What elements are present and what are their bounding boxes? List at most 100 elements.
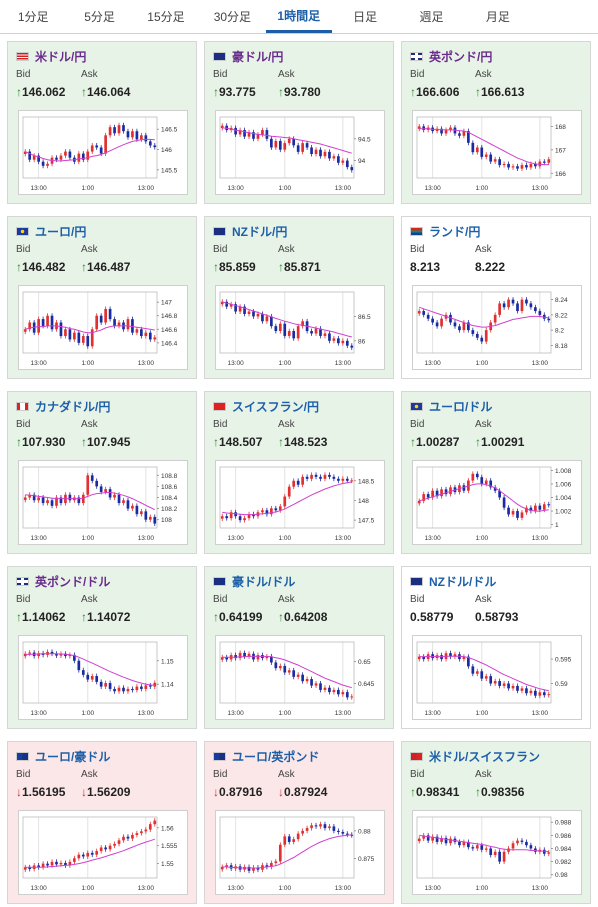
pair-name[interactable]: 米ドル/スイスフラン (429, 749, 540, 764)
rate-card-eurjpy[interactable]: ユーロ/円 Bid Ask ↑146.482 ↑146.487 147 146.8 146.6… (7, 216, 197, 379)
rate-card-nzdjpy[interactable]: NZドル/円 Bid Ask ↑85.859 ↑85.871 86.5 86 13:00 1:0… (204, 216, 394, 379)
rate-card-cadjpy[interactable]: カナダドル/円 Bid Ask ↑107.930 ↑107.945 108.8 108.6 1… (7, 391, 197, 554)
card-header[interactable]: 英ポンド/円 (410, 48, 492, 64)
bid-price: 0.98341 (416, 785, 460, 799)
candle-body (462, 322, 466, 331)
rate-card-nzdusd[interactable]: NZドル/ドル Bid Ask 0.58779 0.58793 0.595 0.59 13:0… (401, 566, 591, 729)
ask-price: 148.523 (284, 435, 328, 449)
candle-body (99, 147, 103, 154)
rate-card-zarjpy[interactable]: ランド/円 Bid Ask 8.213 8.222 8.24 8.22 8.2 8.18 13:0… (401, 216, 591, 379)
rate-card-gbpusd[interactable]: 英ポンド/ドル Bid Ask ↑1.14062 ↑1.14072 1.15 1.14 13:… (7, 566, 197, 729)
card-header[interactable]: カナダドル/円 (16, 398, 110, 414)
candle-body (417, 311, 421, 314)
au-flag-icon (213, 576, 226, 586)
bid-label: Bid (16, 244, 31, 255)
candle-body (95, 145, 99, 148)
candle-body (475, 147, 479, 153)
y-tick-label: 146.4 (161, 340, 178, 347)
candle-body (234, 304, 237, 312)
hourly-chart[interactable]: 8.24 8.22 8.2 8.18 13:00 1:00 13:00 (412, 285, 582, 370)
candle-body (220, 301, 224, 305)
card-header[interactable]: ユーロ/ドル (410, 398, 492, 414)
tab-6[interactable]: 週足 (419, 10, 444, 24)
tab-5[interactable]: 日足 (353, 10, 378, 24)
bid-value: ↑93.775 (213, 85, 256, 99)
card-header[interactable]: ユーロ/円 (16, 223, 86, 239)
hourly-chart[interactable]: 146.5 146 145.5 13:00 1:00 13:00 (18, 110, 188, 195)
hourly-chart[interactable]: 94.5 94 13:00 1:00 13:00 (215, 110, 385, 195)
ask-trend-arrow-icon: ↓ (81, 785, 87, 799)
candle-body (292, 480, 296, 487)
candlestick-svg: 0.988 0.986 0.984 0.982 0.98 13:00 1:00 13:00 (416, 816, 572, 892)
candle-body (148, 516, 152, 520)
candle-body (296, 480, 300, 485)
hourly-chart[interactable]: 86.5 86 13:00 1:00 13:00 (215, 285, 385, 370)
card-header[interactable]: ランド/円 (410, 223, 480, 239)
pair-name[interactable]: 豪ドル/ドル (232, 574, 296, 589)
candle-body (140, 831, 143, 834)
rate-card-eurgbp[interactable]: ユーロ/英ポンド Bid Ask ↓0.87916 ↓0.87924 0.88 0.875 1… (204, 741, 394, 904)
card-header[interactable]: ユーロ/豪ドル (16, 748, 110, 764)
pair-name[interactable]: 米ドル/円 (35, 49, 87, 64)
rate-card-chfjpy[interactable]: スイスフラン/円 Bid Ask ↑148.507 ↑148.523 148.5 148 14… (204, 391, 394, 554)
card-header[interactable]: ユーロ/英ポンド (213, 748, 319, 764)
card-header[interactable]: 英ポンド/ドル (16, 573, 110, 589)
tab-4[interactable]: 1時間足 (265, 0, 332, 33)
pair-name[interactable]: NZドル/ドル (429, 574, 497, 589)
tab-1[interactable]: 5分足 (84, 10, 115, 24)
pair-name[interactable]: ユーロ/英ポンド (232, 749, 320, 764)
rate-card-gbpjpy[interactable]: 英ポンド/円 Bid Ask ↑166.606 ↑166.613 168 167 166 13:… (401, 41, 591, 204)
pair-name[interactable]: NZドル/円 (232, 224, 288, 239)
pair-name[interactable]: ユーロ/豪ドル (35, 749, 111, 764)
candle-body (73, 332, 76, 340)
rate-card-audusd[interactable]: 豪ドル/ドル Bid Ask ↑0.64199 ↑0.64208 0.65 0.645 13:… (204, 566, 394, 729)
bid-label: Bid (410, 594, 425, 605)
pair-name[interactable]: カナダドル/円 (35, 399, 111, 414)
hourly-chart[interactable]: 1.008 1.006 1.004 1.002 1 13:00 1:00 13:00 (412, 460, 582, 545)
hourly-chart[interactable]: 1.15 1.14 13:00 1:00 13:00 (18, 635, 188, 720)
hourly-chart[interactable]: 0.65 0.645 13:00 1:00 13:00 (215, 635, 385, 720)
candle-body (467, 656, 470, 667)
hourly-chart[interactable]: 168 167 166 13:00 1:00 13:00 (412, 110, 582, 195)
hourly-chart[interactable]: 1.56 1.555 1.55 13:00 1:00 13:00 (18, 810, 188, 895)
rate-card-usdchf[interactable]: 米ドル/スイスフラン Bid Ask ↑0.98341 ↑0.98356 0.988 0.9… (401, 741, 591, 904)
hourly-chart[interactable]: 0.595 0.59 13:00 1:00 13:00 (412, 635, 582, 720)
bid-value: ↑0.98341 (410, 785, 459, 799)
y-tick-label: 8.2 (555, 328, 564, 335)
card-header[interactable]: 豪ドル/円 (213, 48, 283, 64)
card-header[interactable]: 米ドル/スイスフラン (410, 748, 540, 764)
hourly-chart[interactable]: 147 146.8 146.6 146.4 13:00 1:00 13:00 (18, 285, 188, 370)
hourly-chart[interactable]: 108.8 108.6 108.4 108.2 108 13:00 1:00 13:00 (18, 460, 188, 545)
rate-card-eurusd[interactable]: ユーロ/ドル Bid Ask ↑1.00287 ↑1.00291 1.008 1.006 1.… (401, 391, 591, 554)
candle-body (292, 331, 296, 339)
candle-body (431, 490, 434, 498)
pair-name[interactable]: ユーロ/ドル (429, 399, 493, 414)
pair-name[interactable]: ユーロ/円 (35, 224, 87, 239)
rate-card-euraud[interactable]: ユーロ/豪ドル Bid Ask ↓1.56195 ↓1.56209 1.56 1.555 1.… (7, 741, 197, 904)
pair-name[interactable]: ランド/円 (429, 224, 481, 239)
tab-2[interactable]: 15分足 (147, 10, 185, 24)
card-header[interactable]: 米ドル/円 (16, 48, 86, 64)
hourly-chart[interactable]: 0.88 0.875 13:00 1:00 13:00 (215, 810, 385, 895)
candle-body (148, 685, 152, 687)
tab-3[interactable]: 30分足 (213, 10, 252, 24)
candle-body (113, 494, 116, 498)
tab-0[interactable]: 1分足 (17, 10, 49, 24)
pair-name[interactable]: スイスフラン/円 (232, 399, 319, 414)
card-header[interactable]: NZドル/ドル (410, 573, 496, 589)
rate-card-usdjpy[interactable]: 米ドル/円 Bid Ask ↑146.062 ↑146.064 146.5 146 145.5… (7, 41, 197, 204)
rate-card-audjpy[interactable]: 豪ドル/円 Bid Ask ↑93.775 ↑93.780 94.5 94 13:00 1:00… (204, 41, 394, 204)
moving-average-line (25, 492, 156, 511)
hourly-chart[interactable]: 0.988 0.986 0.984 0.982 0.98 13:00 1:00 13:00 (412, 810, 582, 895)
pair-name[interactable]: 豪ドル/円 (232, 49, 284, 64)
card-header[interactable]: スイスフラン/円 (213, 398, 319, 414)
tab-7[interactable]: 月足 (485, 10, 510, 24)
x-tick-label: 13:00 (532, 535, 549, 542)
moving-average-line (222, 301, 352, 338)
x-tick-label: 13:00 (227, 535, 244, 542)
hourly-chart[interactable]: 148.5 148 147.5 13:00 1:00 13:00 (215, 460, 385, 545)
card-header[interactable]: 豪ドル/ドル (213, 573, 295, 589)
pair-name[interactable]: 英ポンド/円 (429, 49, 493, 64)
card-header[interactable]: NZドル/円 (213, 223, 287, 239)
pair-name[interactable]: 英ポンド/ドル (35, 574, 111, 589)
